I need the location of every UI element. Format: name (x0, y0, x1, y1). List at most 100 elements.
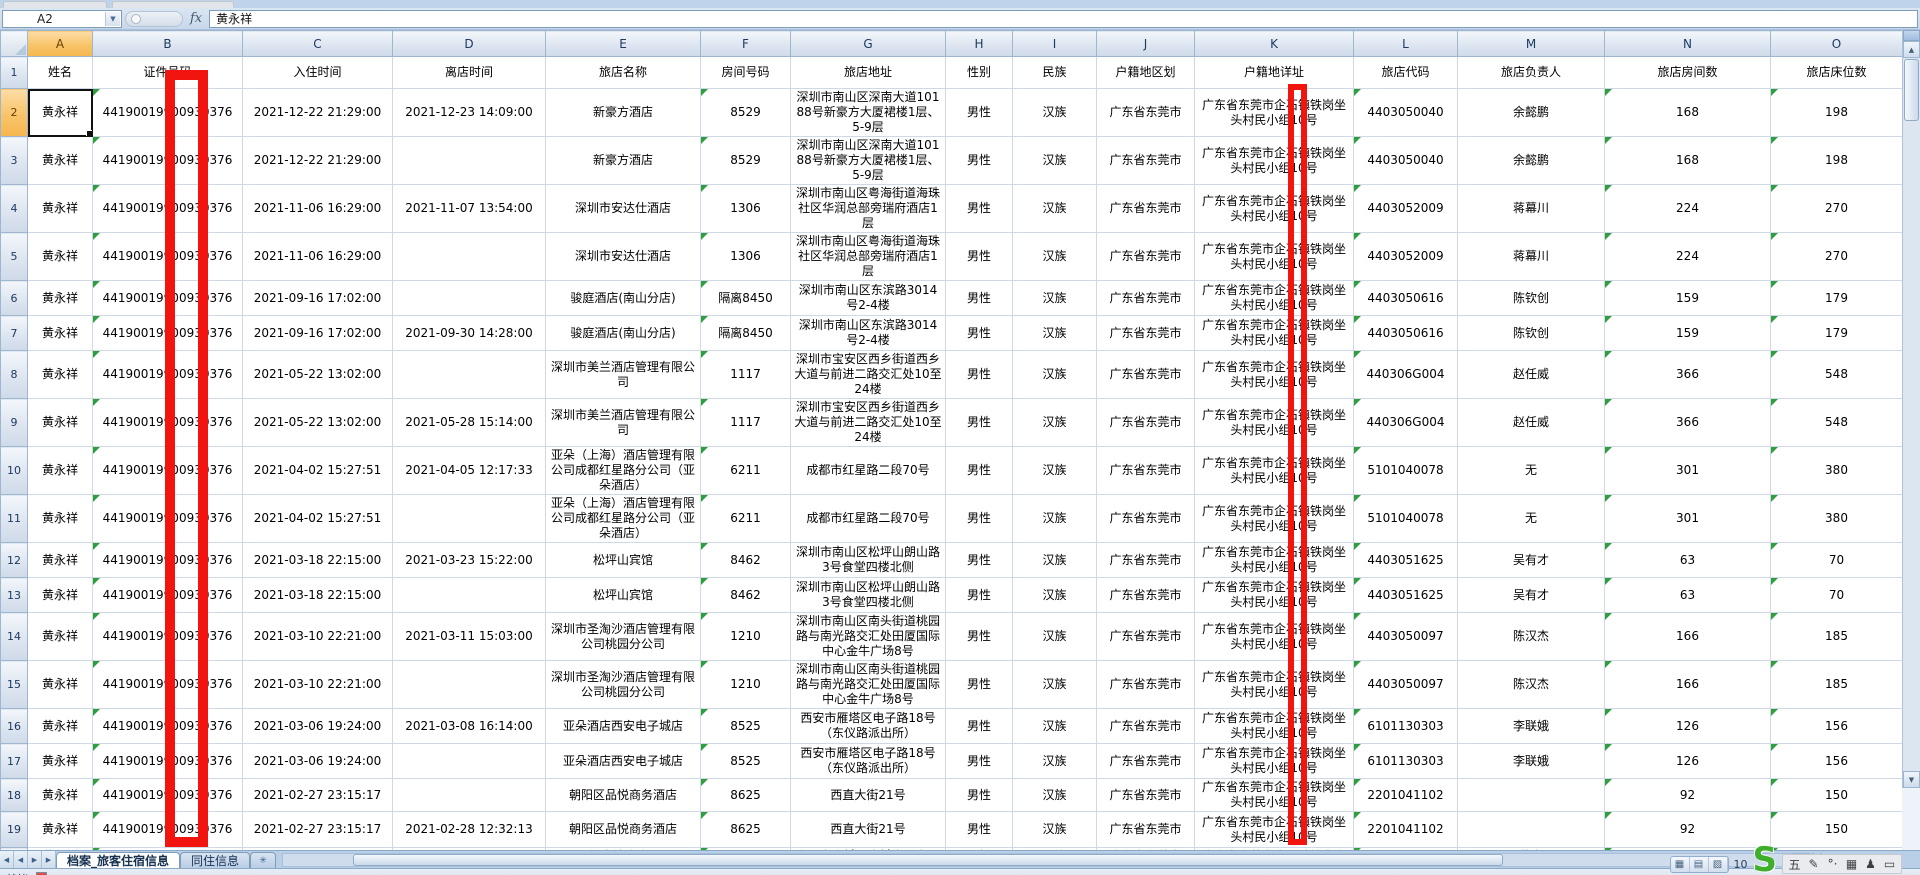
next-sheet-icon[interactable]: ▶ (28, 851, 42, 868)
cell-J6[interactable]: 广东省东莞市 (1096, 280, 1195, 316)
header-cell-rooms[interactable]: 旅店房间数 (1604, 56, 1771, 89)
cell-B8[interactable]: 44190019900930376 (92, 350, 243, 399)
cell-N19[interactable]: 92 (1604, 811, 1771, 848)
cell-H6[interactable]: 男性 (945, 280, 1013, 316)
select-all-corner[interactable] (0, 30, 28, 57)
cell-B9[interactable]: 44190019900930376 (92, 398, 243, 447)
cell-N8[interactable]: 366 (1604, 350, 1771, 399)
cell-F11[interactable]: 6211 (700, 494, 791, 543)
cell-H3[interactable]: 男性 (945, 136, 1013, 185)
cell-H11[interactable]: 男性 (945, 494, 1013, 543)
horizontal-scroll-thumb[interactable] (353, 854, 1504, 866)
ime-user-icon[interactable]: ♟ (1865, 857, 1876, 871)
scroll-down-icon[interactable]: ▼ (1903, 771, 1920, 788)
ime-mode-icon[interactable]: 五 (1788, 857, 1801, 872)
column-header-K[interactable]: K (1194, 30, 1354, 57)
cell-N10[interactable]: 301 (1604, 446, 1771, 495)
cell-N15[interactable]: 166 (1604, 660, 1771, 709)
cell-F14[interactable]: 1210 (700, 612, 791, 661)
column-header-L[interactable]: L (1353, 30, 1458, 57)
column-header-A[interactable]: A (27, 30, 93, 57)
cell-O13[interactable]: 70 (1770, 577, 1902, 613)
cell-F15[interactable]: 1210 (700, 660, 791, 709)
cell-C4[interactable]: 2021-11-06 16:29:00 (242, 184, 393, 233)
cell-H19[interactable]: 男性 (945, 811, 1013, 848)
cell-C19[interactable]: 2021-02-27 23:15:17 (242, 811, 393, 848)
cell-B7[interactable]: 44190019900930376 (92, 315, 243, 351)
cell-G19[interactable]: 西直大街21号 (790, 811, 946, 848)
cell-O10[interactable]: 380 (1770, 446, 1902, 495)
cell-A8[interactable]: 黄永祥 (27, 350, 93, 399)
cell-G17[interactable]: 西安市雁塔区电子路18号（东仪路派出所） (790, 743, 946, 779)
cell-I7[interactable]: 汉族 (1012, 315, 1097, 351)
cell-C16[interactable]: 2021-03-06 19:24:00 (242, 708, 393, 744)
row-header[interactable]: 19 (0, 811, 28, 848)
cell-N13[interactable]: 63 (1604, 577, 1771, 613)
cell-G12[interactable]: 深圳市南山区松坪山朗山路3号食堂四楼北侧 (790, 542, 946, 578)
cell-K3[interactable]: 广东省东莞市企石镇铁岗坐头村民小组10号 (1194, 136, 1354, 185)
row-header[interactable]: 2 (0, 88, 28, 137)
sheet-tab-active[interactable]: 档案_旅客住宿信息 (56, 852, 181, 868)
cell-K5[interactable]: 广东省东莞市企石镇铁岗坐头村民小组10号 (1194, 232, 1354, 281)
cell-E16[interactable]: 亚朵酒店西安电子城店 (545, 708, 701, 744)
ime-keyboard-icon[interactable]: ▦ (1845, 857, 1858, 871)
cell-N3[interactable]: 168 (1604, 136, 1771, 185)
cell-O15[interactable]: 185 (1770, 660, 1902, 709)
cell-H10[interactable]: 男性 (945, 446, 1013, 495)
normal-view-icon[interactable]: ▦ (1670, 856, 1690, 872)
vertical-scroll-track[interactable] (1903, 122, 1920, 771)
cell-N6[interactable]: 159 (1604, 280, 1771, 316)
cell-D16[interactable]: 2021-03-08 16:14:00 (392, 708, 546, 744)
cell-C3[interactable]: 2021-12-22 21:29:00 (242, 136, 393, 185)
header-cell-region[interactable]: 户籍地区划 (1096, 56, 1195, 89)
cell-J10[interactable]: 广东省东莞市 (1096, 446, 1195, 495)
row-header[interactable]: 17 (0, 743, 28, 779)
cell-A7[interactable]: 黄永祥 (27, 315, 93, 351)
cell-A10[interactable]: 黄永祥 (27, 446, 93, 495)
cell-J13[interactable]: 广东省东莞市 (1096, 577, 1195, 613)
row-header[interactable]: 14 (0, 612, 28, 661)
cell-C10[interactable]: 2021-04-02 15:27:51 (242, 446, 393, 495)
cell-L7[interactable]: 4403050616 (1353, 315, 1458, 351)
vertical-scrollbar[interactable]: ▲ ▼ (1902, 30, 1920, 788)
horizontal-scroll-track[interactable] (282, 853, 1793, 867)
cell-I12[interactable]: 汉族 (1012, 542, 1097, 578)
cell-B13[interactable]: 44190019900930376 (92, 577, 243, 613)
cell-E14[interactable]: 深圳市圣淘沙酒店管理有限公司桃园分公司 (545, 612, 701, 661)
column-header-N[interactable]: N (1604, 30, 1771, 57)
cell-M17[interactable]: 李联娥 (1457, 743, 1605, 779)
chevron-down-icon[interactable]: ▼ (105, 11, 120, 26)
cell-B14[interactable]: 44190019900930376 (92, 612, 243, 661)
cell-L8[interactable]: 440306G004 (1353, 350, 1458, 399)
cell-D2[interactable]: 2021-12-23 14:09:00 (392, 88, 546, 137)
column-header-O[interactable]: O (1770, 30, 1902, 57)
cell-H7[interactable]: 男性 (945, 315, 1013, 351)
row-header[interactable]: 6 (0, 280, 28, 316)
cell-J11[interactable]: 广东省东莞市 (1096, 494, 1195, 543)
cell-I11[interactable]: 汉族 (1012, 494, 1097, 543)
cell-O16[interactable]: 156 (1770, 708, 1902, 744)
column-header-I[interactable]: I (1012, 30, 1097, 57)
cell-B17[interactable]: 44190019900930376 (92, 743, 243, 779)
cell-N14[interactable]: 166 (1604, 612, 1771, 661)
cell-F10[interactable]: 6211 (700, 446, 791, 495)
cell-H8[interactable]: 男性 (945, 350, 1013, 399)
cell-F9[interactable]: 1117 (700, 398, 791, 447)
cell-O14[interactable]: 185 (1770, 612, 1902, 661)
cell-K18[interactable]: 广东省东莞市企石镇铁岗坐头村民小组10号 (1194, 778, 1354, 812)
cell-B6[interactable]: 44190019900930376 (92, 280, 243, 316)
cell-O7[interactable]: 179 (1770, 315, 1902, 351)
cell-J16[interactable]: 广东省东莞市 (1096, 708, 1195, 744)
cell-C18[interactable]: 2021-02-27 23:15:17 (242, 778, 393, 812)
cell-J17[interactable]: 广东省东莞市 (1096, 743, 1195, 779)
cell-G15[interactable]: 深圳市南山区南头街道桃园路与南光路交汇处田厦国际中心金牛广场8号 (790, 660, 946, 709)
cell-L11[interactable]: 5101040078 (1353, 494, 1458, 543)
cell-O12[interactable]: 70 (1770, 542, 1902, 578)
cell-O19[interactable]: 150 (1770, 811, 1902, 848)
cell-D12[interactable]: 2021-03-23 15:22:00 (392, 542, 546, 578)
cell-M3[interactable]: 余懿鹏 (1457, 136, 1605, 185)
column-header-J[interactable]: J (1096, 30, 1195, 57)
cell-K6[interactable]: 广东省东莞市企石镇铁岗坐头村民小组10号 (1194, 280, 1354, 316)
cell-E8[interactable]: 深圳市美兰酒店管理有限公司 (545, 350, 701, 399)
cell-C8[interactable]: 2021-05-22 13:02:00 (242, 350, 393, 399)
